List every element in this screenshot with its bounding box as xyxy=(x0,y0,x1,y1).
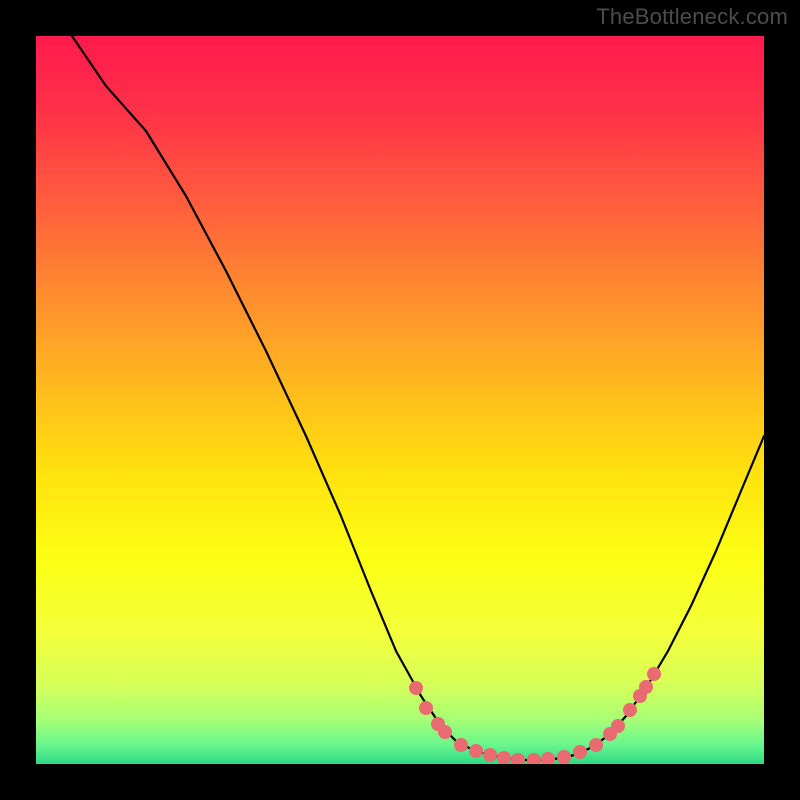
marker-dot xyxy=(419,701,433,715)
marker-dot xyxy=(541,752,555,764)
watermark-text: TheBottleneck.com xyxy=(596,4,788,30)
marker-dot xyxy=(573,745,587,759)
marker-dot xyxy=(639,680,653,694)
marker-dot xyxy=(647,667,661,681)
marker-dot xyxy=(527,753,541,764)
outer-frame: TheBottleneck.com xyxy=(0,0,800,800)
marker-dot xyxy=(409,681,423,695)
marker-dot xyxy=(454,738,468,752)
plot-area xyxy=(36,36,764,764)
marker-dot xyxy=(611,719,625,733)
marker-dot xyxy=(623,703,637,717)
chart-svg xyxy=(36,36,764,764)
marker-dot xyxy=(589,738,603,752)
optimal-zone-markers xyxy=(409,667,661,764)
marker-dot xyxy=(497,751,511,764)
marker-dot xyxy=(511,753,525,764)
marker-dot xyxy=(438,725,452,739)
marker-dot xyxy=(557,750,571,764)
marker-dot xyxy=(483,748,497,762)
marker-dot xyxy=(469,744,483,758)
bottleneck-curve xyxy=(72,36,764,760)
